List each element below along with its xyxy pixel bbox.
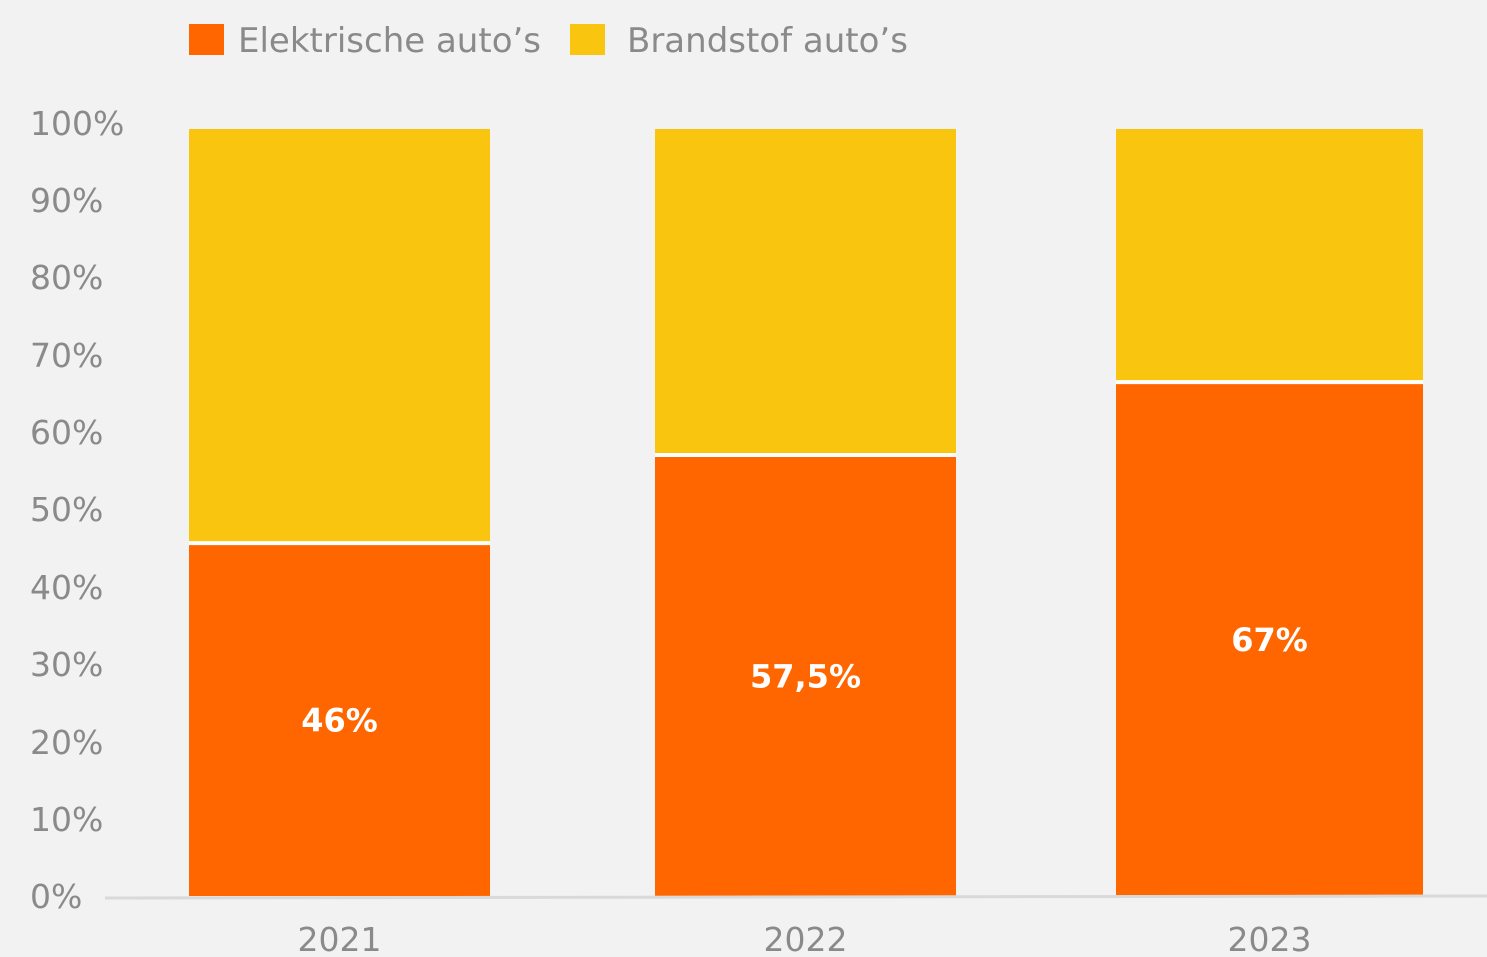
data-label-2022: 57,5%	[750, 657, 861, 695]
y-tick-label: 30%	[30, 645, 103, 684]
x-tick-label-2022: 2022	[764, 920, 848, 957]
bar-fuel-2022	[655, 129, 956, 455]
y-tick-label: 20%	[30, 723, 103, 762]
y-tick-label: 0%	[30, 877, 82, 916]
y-tick-label: 10%	[30, 800, 103, 839]
y-tick-label: 40%	[30, 568, 103, 607]
legend: Elektrische auto’s Brandstof auto’s	[189, 21, 908, 61]
x-tick-label-2021: 2021	[298, 920, 382, 957]
bars: 46% 57,5% 67%	[189, 129, 1423, 896]
x-tick-label-2023: 2023	[1228, 920, 1312, 957]
x-axis: 2021 2022 2023	[298, 920, 1312, 957]
data-label-2023: 67%	[1231, 621, 1308, 659]
data-label-2021: 46%	[301, 702, 378, 740]
y-tick-label: 80%	[30, 258, 103, 297]
bar-electric-2022	[655, 454, 956, 896]
y-tick-label: 50%	[30, 490, 103, 529]
y-tick-label: 90%	[30, 181, 103, 220]
legend-swatch-fuel	[570, 24, 605, 55]
legend-swatch-electric	[189, 24, 224, 55]
legend-label-fuel: Brandstof auto’s	[627, 21, 908, 61]
bar-fuel-2021	[189, 129, 490, 544]
y-tick-label: 60%	[30, 413, 103, 452]
bar-electric-2023	[1116, 382, 1423, 896]
y-tick-label: 100%	[30, 104, 124, 143]
y-tick-label: 70%	[30, 336, 103, 375]
x-axis-baseline	[104, 894, 1487, 900]
y-axis: 0% 10% 20% 30% 40% 50% 60% 70% 80% 90% 100%	[30, 104, 124, 916]
bar-fuel-2023	[1116, 129, 1423, 383]
legend-label-electric: Elektrische auto’s	[238, 21, 541, 61]
bar-electric-2021	[189, 543, 490, 896]
